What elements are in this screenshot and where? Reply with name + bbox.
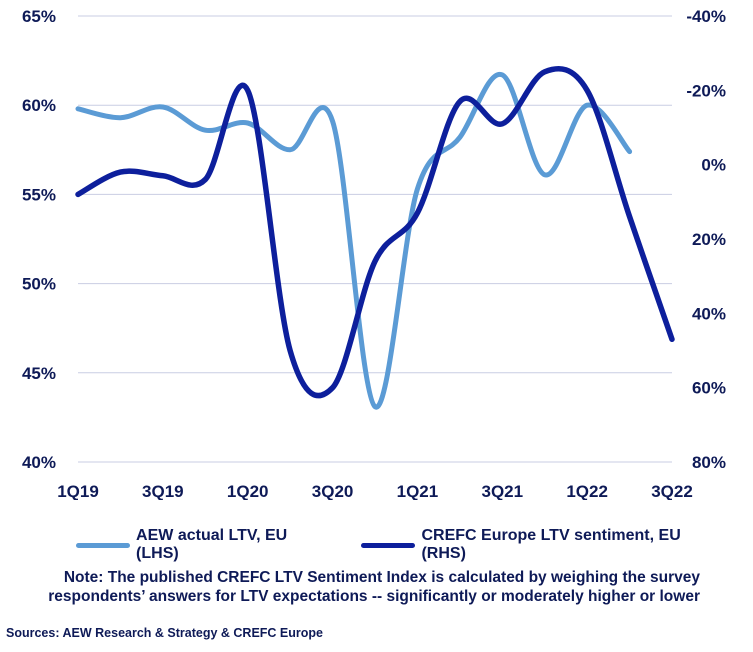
legend-item-crefc: CREFC Europe LTV sentiment, EU (RHS) bbox=[361, 527, 719, 563]
x-tick-label: 1Q20 bbox=[227, 482, 269, 500]
x-axis-ticks: 1Q19 3Q19 1Q20 3Q20 1Q21 3Q21 1Q22 3Q22 bbox=[57, 482, 693, 500]
left-tick-label: 50% bbox=[22, 275, 56, 294]
line-chart: 40% 45% 50% 55% 60% 65% -40% -20% 0% 20% 40% 60% 80… bbox=[22, 7, 726, 500]
x-tick-label: 3Q22 bbox=[651, 482, 693, 500]
x-tick-label: 3Q20 bbox=[312, 482, 354, 500]
right-axis-ticks: -40% -20% 0% 20% 40% 60% 80% bbox=[686, 7, 726, 472]
left-tick-label: 40% bbox=[22, 453, 56, 472]
left-tick-label: 55% bbox=[22, 185, 56, 204]
right-tick-label: -40% bbox=[686, 7, 726, 26]
left-tick-label: 65% bbox=[22, 7, 56, 26]
series-layer bbox=[75, 66, 675, 410]
right-tick-label: -20% bbox=[686, 81, 726, 100]
legend-item-aew: AEW actual LTV, EU (LHS) bbox=[76, 527, 327, 563]
right-tick-label: 40% bbox=[692, 304, 726, 323]
legend-swatch-crefc bbox=[361, 542, 416, 548]
right-tick-label: 60% bbox=[692, 379, 726, 398]
right-tick-label: 80% bbox=[692, 453, 726, 472]
x-tick-label: 3Q19 bbox=[142, 482, 184, 500]
x-tick-label: 1Q22 bbox=[566, 482, 608, 500]
legend-label-aew: AEW actual LTV, EU (LHS) bbox=[136, 527, 288, 562]
x-tick-label: 1Q19 bbox=[57, 482, 99, 500]
gridlines bbox=[78, 15, 672, 463]
right-tick-label: 0% bbox=[701, 156, 726, 175]
legend-swatch-aew bbox=[76, 542, 131, 548]
chart-note: Note: The published CREFC LTV Sentiment … bbox=[48, 569, 700, 605]
x-tick-label: 1Q21 bbox=[397, 482, 439, 500]
right-tick-label: 20% bbox=[692, 230, 726, 249]
chart-sources: Sources: AEW Research & Strategy & CREFC… bbox=[6, 626, 323, 640]
x-tick-label: 3Q21 bbox=[481, 482, 523, 500]
left-tick-label: 45% bbox=[22, 364, 56, 383]
series-line-aew bbox=[75, 72, 633, 410]
legend: AEW actual LTV, EU (LHS) CREFC Europe LT… bbox=[76, 527, 753, 563]
left-axis-ticks: 40% 45% 50% 55% 60% 65% bbox=[22, 7, 56, 472]
left-tick-label: 60% bbox=[22, 96, 56, 115]
legend-label-crefc: CREFC Europe LTV sentiment, EU (RHS) bbox=[421, 527, 681, 562]
series-line-crefc bbox=[75, 66, 675, 399]
